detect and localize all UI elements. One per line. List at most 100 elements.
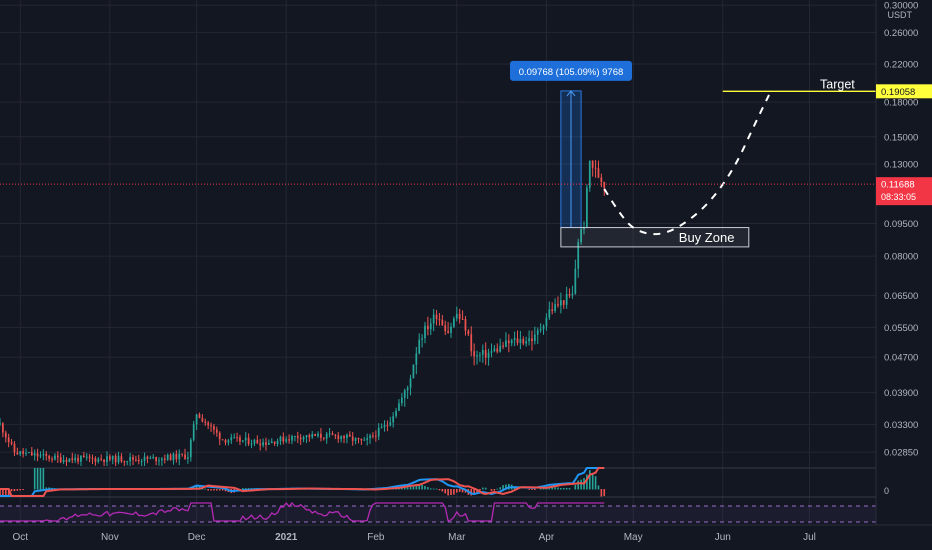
macd-histogram-bar xyxy=(213,489,215,491)
macd-histogram-bar xyxy=(42,468,45,490)
candle-body xyxy=(204,421,207,423)
target-price-tag[interactable] xyxy=(876,84,932,99)
macd-histogram-bar xyxy=(551,486,553,490)
macd-histogram-bar xyxy=(19,489,22,491)
candle-body xyxy=(583,227,585,230)
candle-body xyxy=(383,425,386,428)
macd-histogram-bar xyxy=(496,488,499,490)
candle-body xyxy=(322,437,325,439)
buy-zone-label: Buy Zone xyxy=(679,230,735,245)
current-price-tag[interactable] xyxy=(876,177,932,206)
price-tick-label: 0.22000 xyxy=(884,60,918,71)
candle-body xyxy=(149,457,152,459)
time-tick-label: Feb xyxy=(367,532,385,543)
candle-body xyxy=(192,424,195,440)
candle-body xyxy=(120,456,123,462)
measure-label-box[interactable] xyxy=(509,60,632,81)
candle-body xyxy=(343,436,345,439)
candle-body xyxy=(580,229,582,243)
measure-label: 0.09768 (105.09%) 9768 xyxy=(519,67,624,78)
macd-histogram-bar xyxy=(505,484,507,490)
drawing-annotations[interactable]: 0.09768 (105.09%) 9768 Buy Zone Target xyxy=(0,60,876,248)
macd-histogram-bar xyxy=(484,487,487,490)
macd-histogram-bar xyxy=(577,480,580,490)
candle-body xyxy=(268,443,270,445)
macd-histogram-bar xyxy=(534,489,536,490)
candle-body xyxy=(59,457,62,463)
candlestick-series[interactable] xyxy=(0,160,606,466)
candle-body xyxy=(354,438,357,441)
time-tick-label: Jul xyxy=(803,532,816,543)
candle-body xyxy=(195,414,198,425)
candle-body xyxy=(470,334,473,352)
price-axis[interactable]: USDT 0.30000 0.26000 0.22000 0.18000 0.15000… xyxy=(875,0,932,550)
candle-body xyxy=(0,423,1,425)
candle-body xyxy=(386,425,389,427)
candle-countdown: 08:33:05 xyxy=(881,192,916,202)
candle-body xyxy=(285,439,288,442)
candle-body xyxy=(438,319,441,321)
price-tick-label: 0.03900 xyxy=(884,388,918,399)
candle-body xyxy=(45,453,48,456)
macd-histogram-bar xyxy=(45,487,48,490)
candle-body xyxy=(450,326,452,333)
candle-body xyxy=(337,435,340,440)
candle-body xyxy=(554,304,556,312)
candle-body xyxy=(403,390,406,398)
macd-histogram-bar xyxy=(594,476,597,490)
candle-body xyxy=(294,435,296,437)
candle-body xyxy=(221,439,224,441)
macd-histogram-bar xyxy=(458,489,461,492)
candle-body xyxy=(140,461,143,463)
candle-body xyxy=(418,339,421,354)
candle-body xyxy=(400,397,403,404)
macd-histogram-bar xyxy=(441,489,444,492)
macd-histogram-bar xyxy=(528,489,530,490)
projection-dashed-path[interactable] xyxy=(603,94,770,236)
candle-body xyxy=(97,458,100,462)
candle-body xyxy=(557,304,559,306)
macd-histogram-bar xyxy=(33,468,36,490)
candle-body xyxy=(68,458,71,462)
measure-arrow-head-icon xyxy=(566,90,576,97)
candle-body xyxy=(308,435,311,438)
candle-body xyxy=(533,334,536,342)
candle-body xyxy=(441,319,444,326)
macd-histogram-bar xyxy=(447,489,449,496)
buy-zone-rectangle[interactable] xyxy=(560,227,750,248)
candle-body xyxy=(158,460,160,462)
candle-body xyxy=(565,294,568,305)
candle-body xyxy=(305,435,308,438)
macd-signal-line xyxy=(0,467,605,497)
candle-body xyxy=(594,167,597,169)
price-tick-label: 0.03300 xyxy=(884,420,918,431)
macd-histogram-bar xyxy=(586,474,588,490)
candle-body xyxy=(458,313,461,319)
candle-body xyxy=(490,350,493,353)
candle-body xyxy=(340,436,343,440)
candle-body xyxy=(114,455,117,463)
candle-body xyxy=(13,443,16,453)
candle-body xyxy=(320,433,322,438)
candle-body xyxy=(461,318,464,320)
candle-body xyxy=(184,454,186,459)
time-tick-label: Apr xyxy=(539,532,555,543)
candle-body xyxy=(71,458,74,461)
candle-body xyxy=(247,437,250,445)
candle-body xyxy=(528,338,530,342)
macd-histogram-bar xyxy=(461,489,464,493)
candle-body xyxy=(4,432,7,438)
macd-histogram-bar xyxy=(207,489,209,491)
candle-body xyxy=(51,458,53,460)
candle-body xyxy=(548,309,551,318)
time-axis[interactable]: Oct Nov Dec 2021 Feb Mar Apr May Jun Jul xyxy=(0,524,932,543)
candle-body xyxy=(586,187,588,228)
candle-body xyxy=(262,442,264,446)
price-tick-label: 0.02850 xyxy=(884,448,918,459)
macd-histogram-bar xyxy=(221,489,224,491)
candle-body xyxy=(577,242,580,269)
macd-histogram-bar xyxy=(562,487,565,490)
candle-body xyxy=(464,319,467,331)
candle-body xyxy=(432,314,435,324)
